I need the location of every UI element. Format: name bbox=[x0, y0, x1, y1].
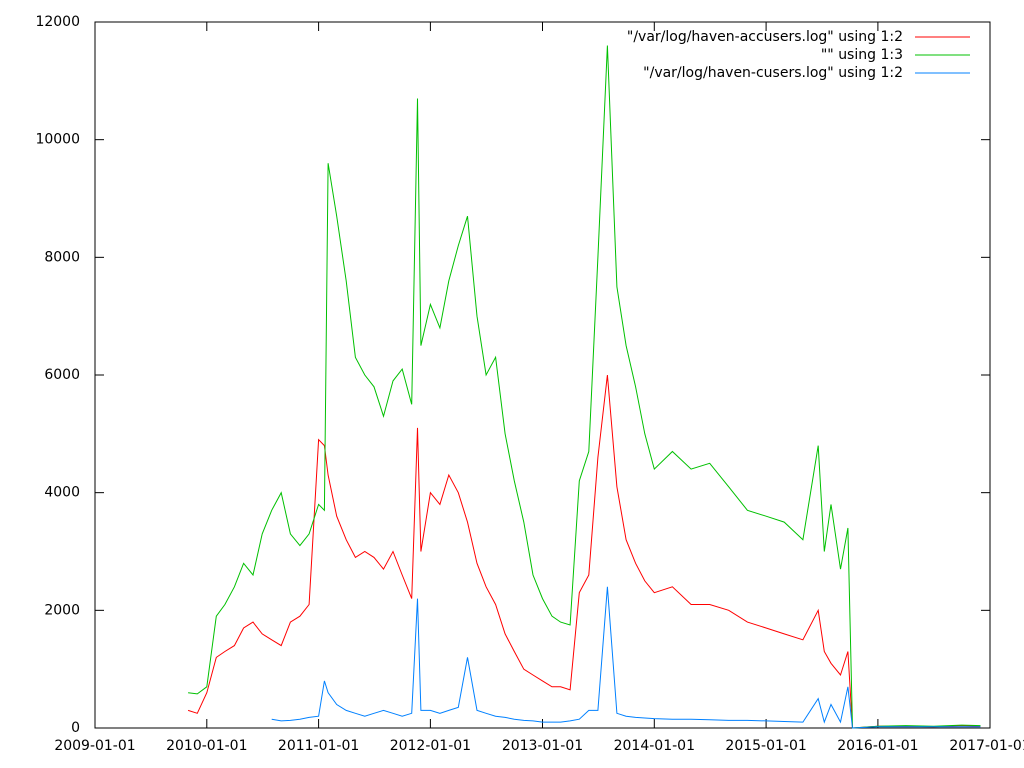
x-tick-label: 2009-01-01 bbox=[54, 738, 135, 754]
series-line bbox=[187, 374, 981, 729]
y-tick-label: 6000 bbox=[44, 367, 80, 383]
x-tick-label: 2011-01-01 bbox=[278, 738, 359, 754]
x-tick-label: 2012-01-01 bbox=[390, 738, 471, 754]
series-line bbox=[188, 45, 981, 729]
y-tick-label: 2000 bbox=[44, 602, 80, 618]
legend-label: "/var/log/haven-cusers.log" using 1:2 bbox=[643, 65, 903, 81]
y-tick-label: 0 bbox=[71, 720, 80, 736]
plot-border bbox=[94, 21, 991, 729]
x-tick-label: 2010-01-01 bbox=[166, 738, 247, 754]
x-tick-label: 2014-01-01 bbox=[614, 738, 695, 754]
x-tick-label: 2015-01-01 bbox=[725, 738, 806, 754]
legend-label: "/var/log/haven-accusers.log" using 1:2 bbox=[627, 29, 903, 45]
x-tick-label: 2013-01-01 bbox=[502, 738, 583, 754]
y-tick-label: 12000 bbox=[35, 14, 80, 30]
y-tick-label: 10000 bbox=[35, 132, 80, 148]
legend-label: "" using 1:3 bbox=[821, 47, 903, 63]
series-line bbox=[271, 586, 981, 729]
y-tick-label: 4000 bbox=[44, 485, 80, 501]
y-tick-label: 8000 bbox=[44, 249, 80, 265]
x-tick-label: 2017-01-01 bbox=[949, 738, 1024, 754]
x-tick-label: 2016-01-01 bbox=[837, 738, 918, 754]
